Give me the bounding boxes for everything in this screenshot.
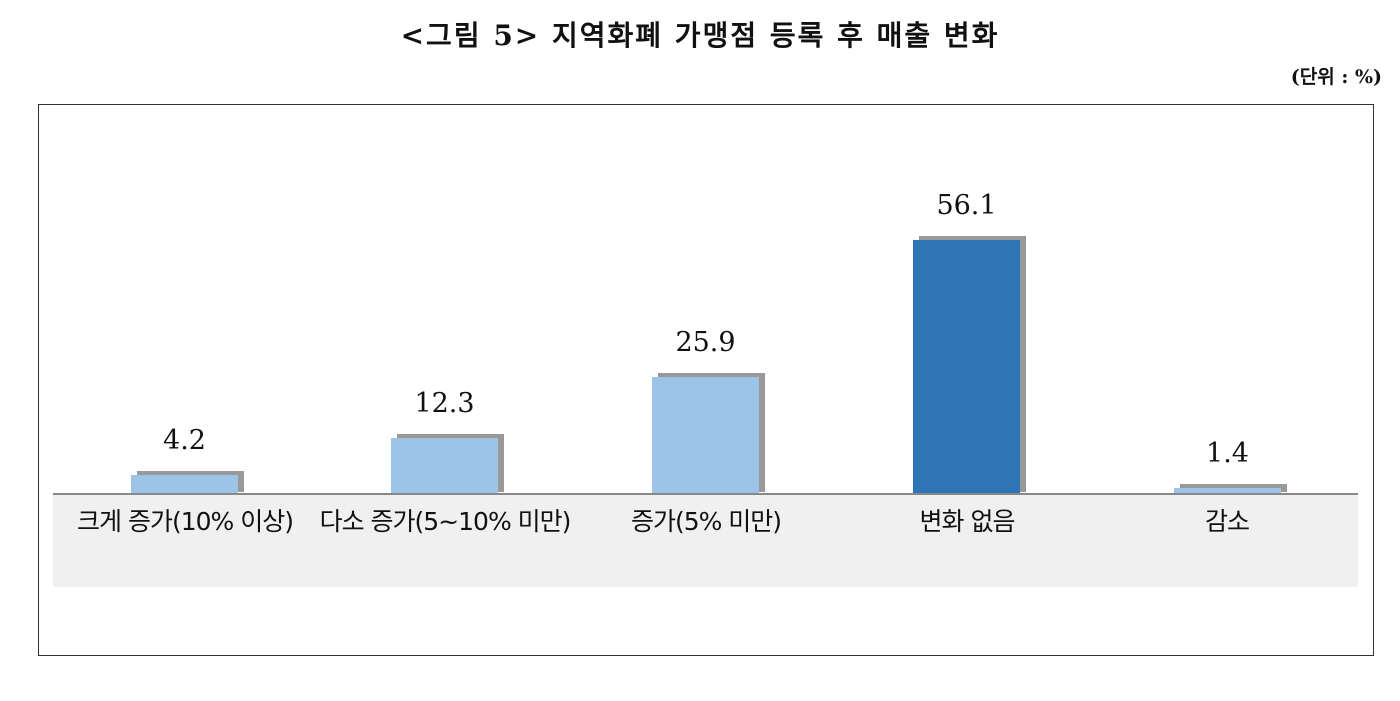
category-label: 증가(5% 미만) <box>630 507 782 536</box>
bar <box>652 376 759 494</box>
bar <box>131 474 238 494</box>
data-label: 1.4 <box>1206 437 1249 469</box>
data-label: 25.9 <box>675 326 736 358</box>
x-axis-line <box>53 493 1358 495</box>
bar <box>391 438 498 494</box>
chart-frame <box>38 104 1374 656</box>
unit-label: (단위 : %) <box>1290 66 1382 88</box>
category-label: 변화 없음 <box>919 507 1016 536</box>
category-label: 감소 <box>1204 507 1250 536</box>
category-label-band <box>53 494 1358 587</box>
bar <box>913 239 1020 494</box>
data-label: 56.1 <box>936 189 997 221</box>
category-label: 크게 증가(10% 이상) <box>77 507 294 536</box>
chart-title: <그림 5> 지역화폐 가맹점 등록 후 매출 변화 <box>400 19 1000 52</box>
data-label: 4.2 <box>163 424 206 456</box>
bar <box>1174 487 1281 494</box>
category-label: 다소 증가(5~10% 미만) <box>319 507 572 536</box>
data-label: 12.3 <box>414 388 475 420</box>
